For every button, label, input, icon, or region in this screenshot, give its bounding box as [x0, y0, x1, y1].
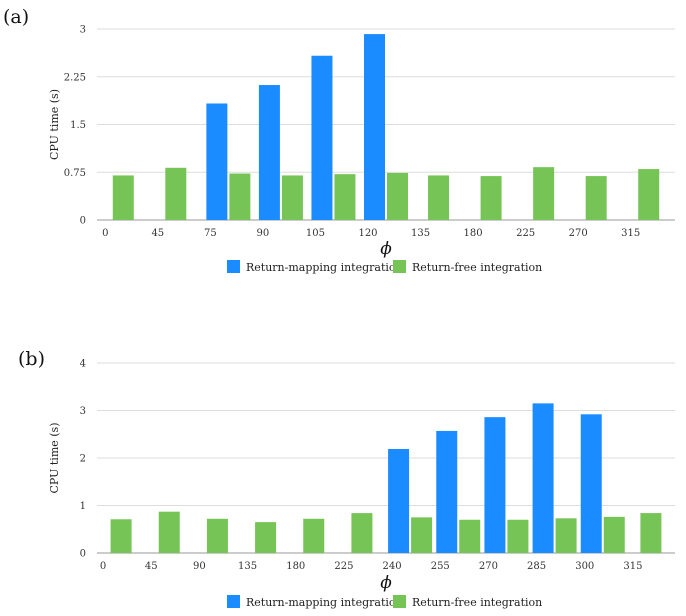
chart-panel-a: 0 0.75 1.5 2.25 3 0 45 75 90 105 120 135 180 225 270 31… — [3, 6, 675, 274]
x-tick-label: 180 — [286, 561, 305, 572]
bar-return-free — [555, 518, 577, 553]
x-tick-label: 90 — [193, 561, 206, 572]
x-tick-label: 285 — [527, 561, 546, 572]
legend-swatch-return-free — [393, 595, 406, 608]
bar-return-free — [206, 518, 228, 553]
legend-swatch-return-free — [393, 260, 406, 273]
bar-return-free — [507, 519, 529, 553]
bar-return-mapping — [388, 448, 410, 553]
x-tick-label: 45 — [145, 561, 158, 572]
x-tick-label: 90 — [257, 228, 270, 239]
bar-return-free — [459, 519, 481, 553]
bar-return-mapping — [436, 430, 458, 553]
x-tick-label: 315 — [621, 228, 640, 239]
bar-return-free — [255, 522, 277, 553]
y-tick-label: 3 — [80, 406, 86, 417]
x-tick-label: 0 — [102, 228, 108, 239]
legend-label-return-free: Return-free integration — [412, 596, 542, 609]
bar-return-free — [638, 169, 660, 220]
bar-return-free — [351, 513, 373, 553]
legend-label-return-mapping: Return-mapping integration — [246, 596, 403, 609]
x-tick-label: 45 — [151, 228, 164, 239]
x-tick-label: 225 — [334, 561, 353, 572]
chart-panel-b: 0 1 2 3 4 0 45 90 135 180 225 240 255 270 285 300 315 CPU… — [18, 348, 675, 609]
y-tick-label: 1 — [80, 501, 86, 512]
y-tick-label: 1.5 — [70, 120, 86, 131]
bar-return-mapping — [532, 403, 554, 553]
x-tick-label: 225 — [516, 228, 535, 239]
legend: Return-mapping integration Return-free in… — [227, 260, 542, 274]
bar-return-free — [281, 175, 303, 220]
y-axis-label: CPU time (s) — [48, 89, 61, 160]
x-tick-label: 315 — [623, 561, 642, 572]
y-tick-label: 0.75 — [64, 168, 86, 179]
bar-return-mapping — [206, 103, 228, 220]
y-tick-label: 0 — [80, 216, 86, 227]
y-tick-label: 2.25 — [64, 72, 86, 83]
bar-return-free — [303, 518, 325, 553]
legend-swatch-return-mapping — [227, 595, 240, 608]
x-tick-label: 135 — [238, 561, 257, 572]
bar-return-free — [603, 516, 625, 553]
x-tick-label: 105 — [306, 228, 325, 239]
legend-swatch-return-mapping — [227, 260, 240, 273]
bar-return-free — [158, 511, 180, 553]
y-tick-label: 3 — [80, 25, 86, 36]
bar-return-free — [387, 172, 408, 220]
legend: Return-mapping integration Return-free in… — [227, 595, 542, 609]
bar-return-mapping — [580, 414, 602, 553]
bar-return-free — [428, 175, 450, 220]
x-tick-label: 75 — [204, 228, 217, 239]
bar-return-free — [640, 513, 662, 553]
bar-return-free — [229, 173, 251, 220]
x-axis-label: ϕ — [380, 239, 392, 259]
bar-return-mapping — [258, 85, 280, 220]
bar-return-mapping — [364, 34, 385, 220]
y-tick-label: 0 — [80, 549, 86, 560]
x-tick-label: 240 — [383, 561, 402, 572]
x-tick-label: 180 — [464, 228, 483, 239]
bar-return-free — [110, 519, 132, 553]
x-tick-label: 255 — [431, 561, 450, 572]
bar-return-mapping — [311, 55, 333, 220]
bar-return-free — [334, 174, 356, 220]
y-tick-label: 2 — [80, 454, 86, 465]
bar-return-mapping — [484, 417, 506, 553]
bar-return-free — [480, 176, 502, 220]
y-tick-label: 4 — [80, 359, 86, 370]
bar-return-free — [411, 517, 433, 553]
x-tick-label: 270 — [479, 561, 498, 572]
panel-label: (a) — [3, 6, 29, 28]
legend-label-return-mapping: Return-mapping integration — [246, 261, 403, 274]
legend-label-return-free: Return-free integration — [412, 261, 542, 274]
x-tick-label: 300 — [575, 561, 594, 572]
x-tick-label: 270 — [569, 228, 588, 239]
bar-return-free — [533, 167, 555, 220]
x-tick-label: 120 — [358, 228, 377, 239]
x-tick-label: 135 — [411, 228, 430, 239]
panel-label: (b) — [18, 348, 45, 370]
x-axis-label: ϕ — [380, 573, 392, 593]
x-tick-label: 0 — [100, 561, 106, 572]
bar-return-free — [585, 176, 607, 220]
bar-return-free — [112, 175, 134, 220]
bar-return-free — [165, 167, 187, 220]
y-axis-label: CPU time (s) — [48, 423, 61, 494]
